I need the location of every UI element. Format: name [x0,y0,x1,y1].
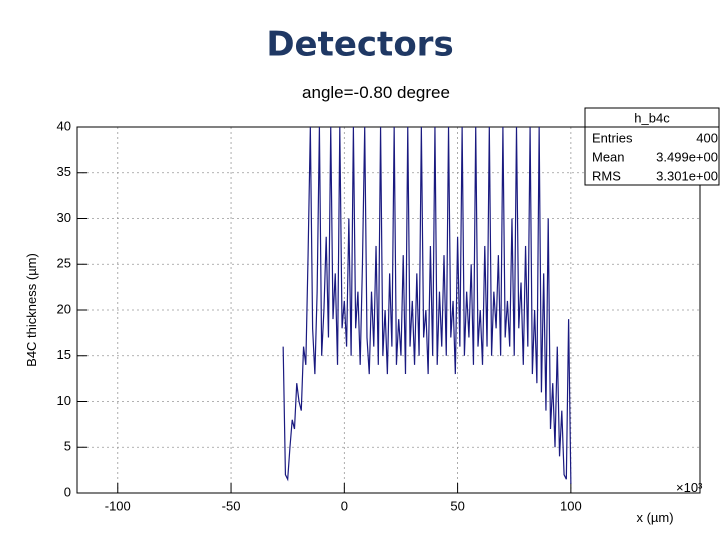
y-axis-label: B4C thickness (µm) [24,253,39,367]
x-tick-label: -100 [105,498,131,513]
data-line [282,127,572,484]
stats-label: RMS [592,168,621,183]
y-tick-label: 30 [57,210,71,225]
stats-label: Entries [592,130,633,145]
x-tick-label: 100 [560,498,582,513]
stats-value: 3.301e+00 [656,168,718,183]
x-tick-label: 0 [341,498,348,513]
y-tick-label: 10 [57,393,71,408]
y-tick-label: 20 [57,301,71,316]
stats-title: h_b4c [634,110,670,125]
y-tick-label: 0 [64,484,71,499]
y-tick-label: 40 [57,118,71,133]
y-tick-label: 5 [64,439,71,454]
plot-area: 0 5 10 15 20 25 30 35 40 -100 -50 0 50 100 [57,118,701,513]
y-tick-label: 35 [57,164,71,179]
x-tick-label: 50 [450,498,464,513]
slide-title: Detectors [266,25,453,65]
x-multiplier: ×10³ [676,480,703,495]
x-tick-label: -50 [222,498,241,513]
plot-frame [76,126,701,494]
x-axis-label: x (µm) [636,510,673,525]
stats-label: Mean [592,149,625,164]
chart-title: angle=-0.80 degree [302,83,450,102]
stats-box: h_b4c Entries 400 Mean 3.499e+00 RMS 3.301e+0… [584,107,720,186]
stats-value: 3.499e+00 [656,149,718,164]
stats-value: 400 [696,130,718,145]
y-tick-label: 15 [57,347,71,362]
y-tick-label: 25 [57,256,71,271]
